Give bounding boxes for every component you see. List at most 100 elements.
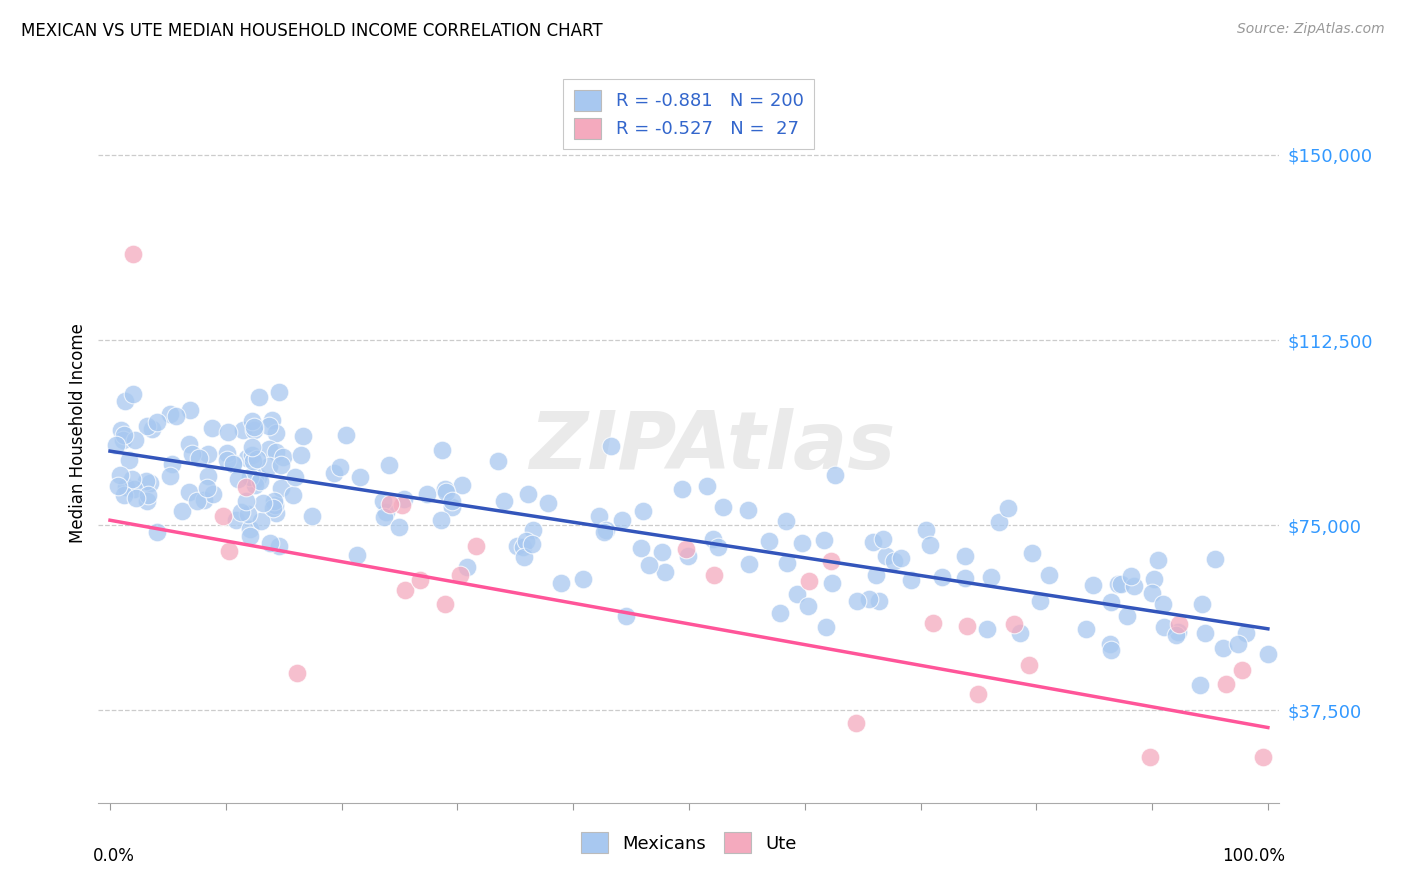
Point (177, 485, 200, 500)
Point (1167, 624, 1189, 639)
Point (212, 508, 235, 523)
Point (696, 479, 718, 493)
Point (346, 548, 368, 562)
Point (675, 542, 697, 557)
Point (284, 470, 307, 484)
Point (513, 550, 536, 565)
Point (243, 478, 266, 492)
Point (824, 468, 846, 483)
Point (631, 504, 654, 518)
Point (956, 619, 979, 633)
Point (651, 545, 673, 559)
Point (967, 687, 990, 701)
Point (242, 454, 264, 468)
Point (146, 415, 169, 429)
Point (1081, 578, 1104, 592)
Point (813, 533, 835, 548)
Point (215, 453, 238, 467)
Point (1140, 586, 1163, 600)
Point (536, 496, 558, 510)
Point (290, 448, 312, 462)
Legend: Mexicans, Ute: Mexicans, Ute (574, 825, 804, 861)
Point (953, 571, 976, 585)
Point (141, 422, 163, 436)
Point (243, 473, 266, 487)
Point (737, 558, 759, 572)
Point (456, 560, 478, 574)
Point (111, 434, 134, 448)
Point (264, 499, 287, 513)
Point (441, 494, 464, 508)
Point (464, 539, 486, 553)
Point (865, 567, 887, 582)
Point (243, 420, 266, 434)
Point (922, 615, 945, 630)
Point (264, 506, 287, 520)
Point (433, 597, 456, 611)
Point (159, 468, 181, 483)
Point (987, 515, 1010, 529)
Point (136, 488, 159, 502)
Point (872, 532, 894, 546)
Point (201, 421, 224, 435)
Point (845, 594, 868, 608)
Point (416, 487, 439, 501)
Point (217, 425, 239, 440)
Point (239, 470, 262, 484)
Point (703, 567, 725, 582)
Point (226, 472, 249, 486)
Point (229, 504, 252, 518)
Point (218, 543, 240, 558)
Point (105, 438, 128, 452)
Point (262, 501, 284, 516)
Point (249, 514, 271, 528)
Point (222, 457, 245, 471)
Point (900, 574, 922, 588)
Point (259, 442, 281, 456)
Point (238, 507, 260, 521)
Point (202, 486, 225, 500)
Point (180, 447, 202, 461)
Point (124, 433, 146, 447)
Point (239, 528, 262, 542)
Point (1099, 637, 1122, 651)
Point (915, 523, 938, 537)
Point (1226, 637, 1249, 651)
Point (110, 423, 132, 437)
Point (1257, 647, 1279, 661)
Point (267, 540, 290, 554)
Point (136, 494, 159, 508)
Point (1188, 678, 1211, 692)
Point (391, 498, 413, 512)
Point (1021, 546, 1043, 560)
Point (247, 470, 270, 484)
Point (1139, 750, 1161, 764)
Point (486, 453, 509, 467)
Point (122, 246, 145, 260)
Point (124, 491, 146, 505)
Point (266, 425, 288, 440)
Point (225, 513, 247, 527)
Point (875, 549, 897, 564)
Point (323, 466, 346, 480)
Point (449, 568, 471, 582)
Point (1038, 568, 1060, 582)
Text: 100.0%: 100.0% (1222, 847, 1285, 865)
Point (291, 429, 314, 443)
Point (108, 468, 131, 483)
Point (593, 525, 616, 540)
Point (124, 483, 146, 497)
Point (160, 457, 183, 471)
Point (550, 575, 572, 590)
Point (349, 470, 371, 484)
Point (235, 493, 257, 508)
Point (285, 666, 308, 681)
Text: 0.0%: 0.0% (93, 847, 135, 865)
Point (506, 539, 529, 553)
Text: MEXICAN VS UTE MEDIAN HOUSEHOLD INCOME CORRELATION CHART: MEXICAN VS UTE MEDIAN HOUSEHOLD INCOME C… (21, 22, 603, 40)
Point (262, 413, 284, 427)
Point (600, 439, 623, 453)
Point (702, 533, 724, 547)
Point (1099, 642, 1122, 657)
Point (516, 487, 538, 501)
